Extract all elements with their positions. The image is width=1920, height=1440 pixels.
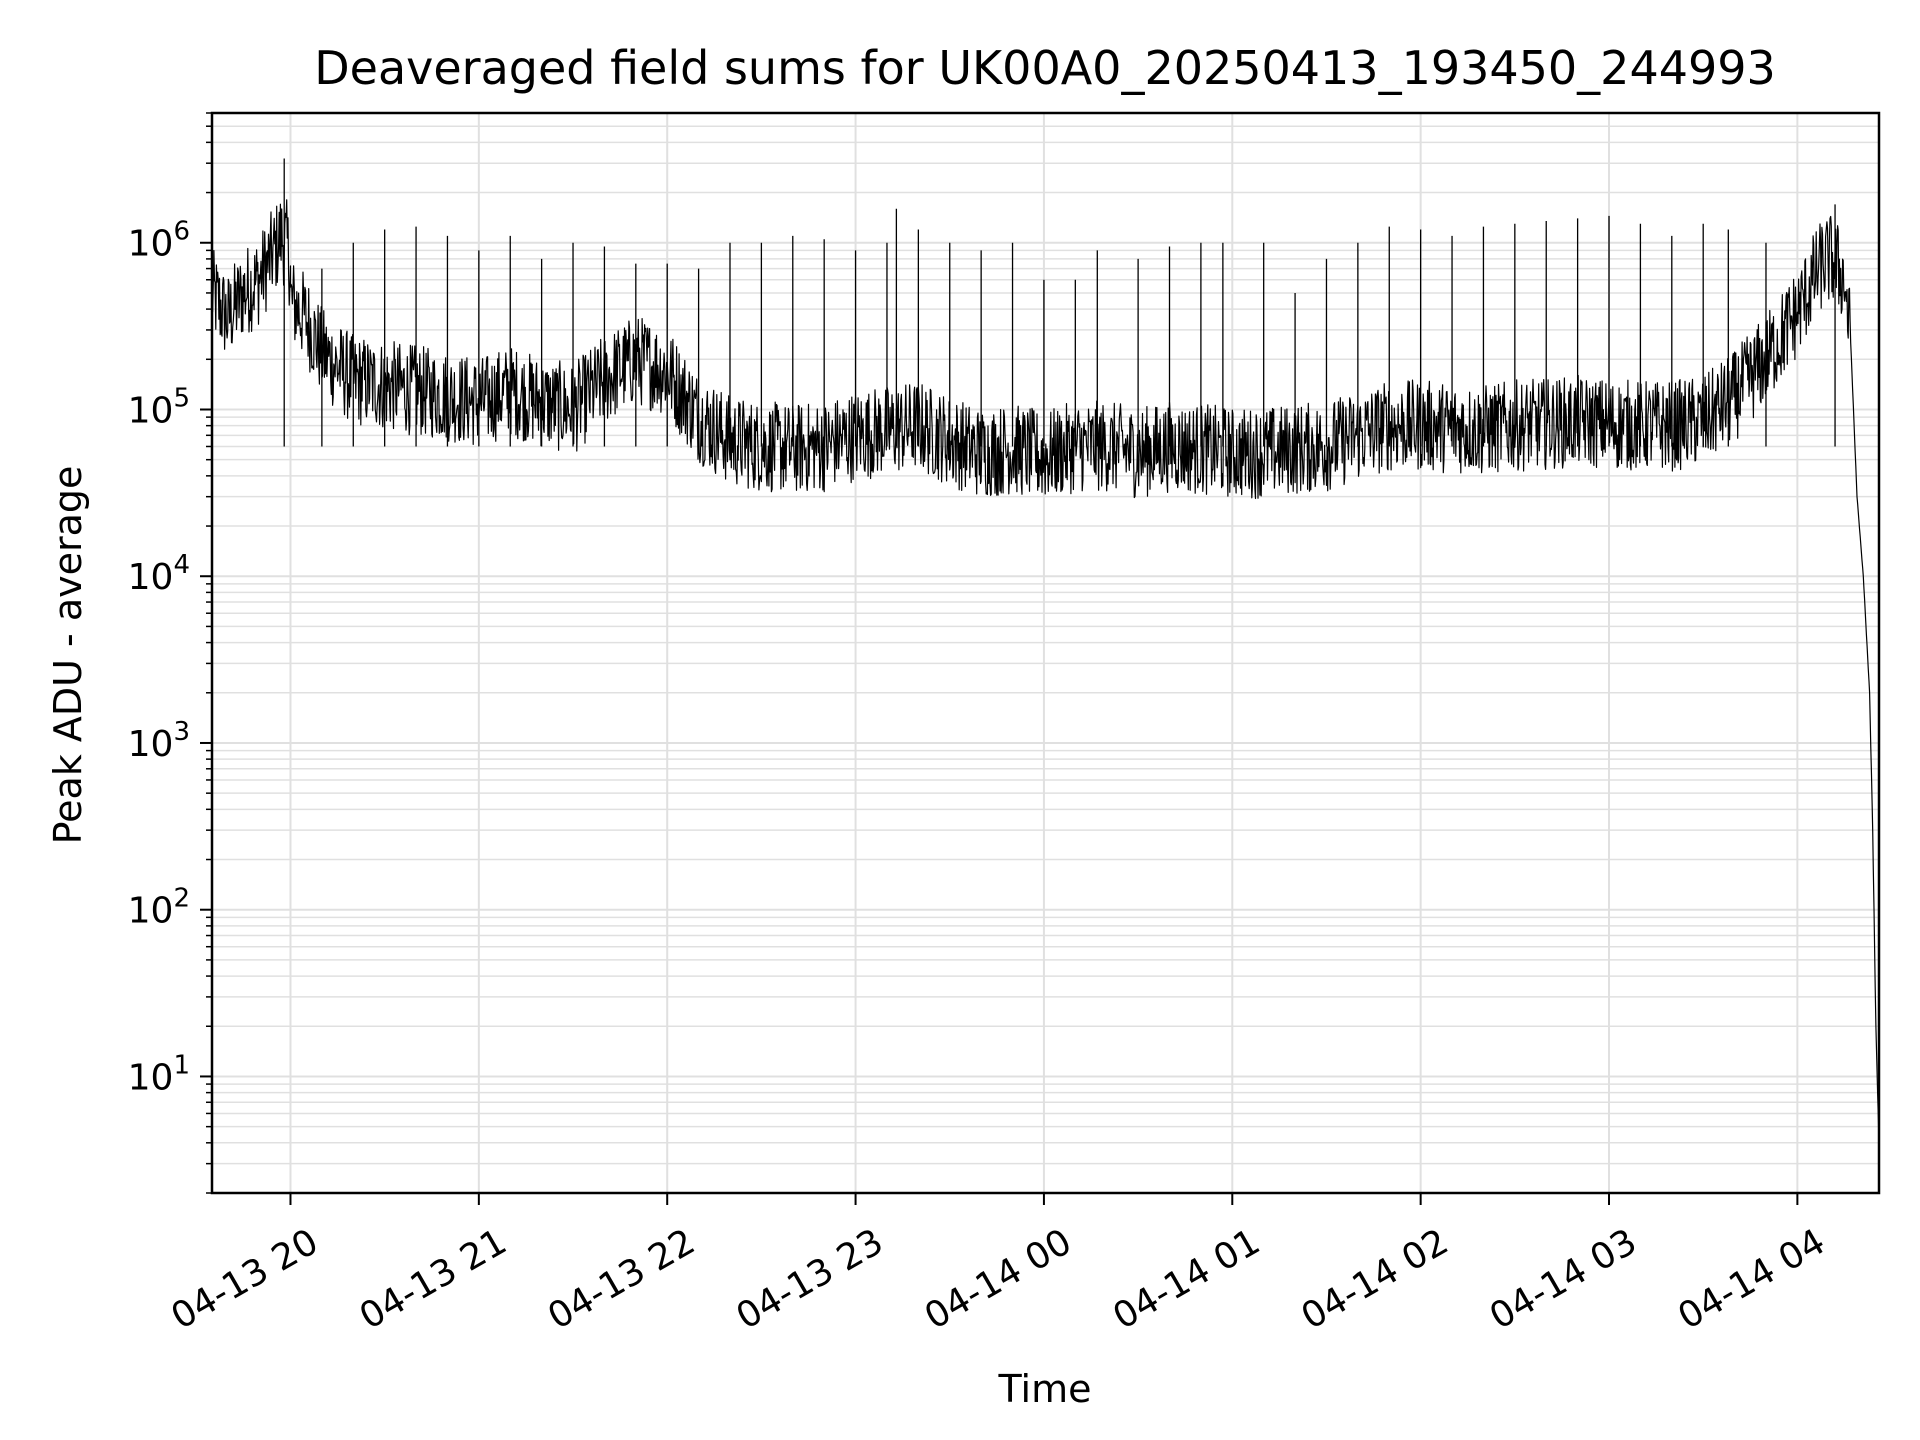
- data-line-layer: [211, 158, 1880, 1143]
- y-tick-label: 102: [128, 884, 190, 932]
- y-tick-label: 101: [128, 1050, 190, 1098]
- plot-frame: [210, 111, 1881, 1195]
- y-tick-label: 105: [128, 383, 190, 431]
- y-tick-label: 103: [128, 717, 190, 765]
- x-axis-label: Time: [998, 1367, 1092, 1411]
- y-tick-label: 104: [128, 550, 190, 598]
- y-axis-label: Peak ADU - average: [46, 466, 90, 845]
- chart-title: Deaveraged field sums for UK00A0_2025041…: [314, 41, 1776, 95]
- series-line: [211, 199, 1880, 1143]
- y-tick-label: 106: [128, 217, 190, 265]
